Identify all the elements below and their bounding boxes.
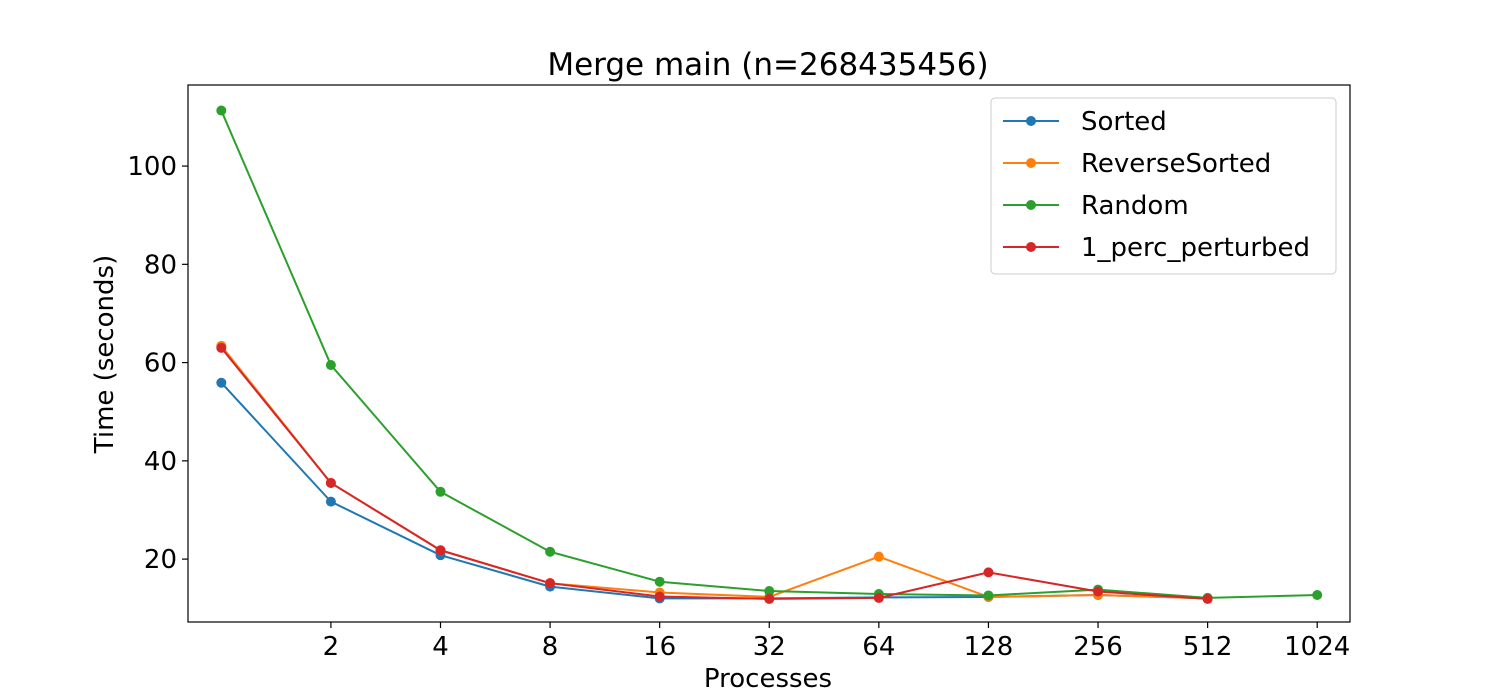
data-point [545,578,556,589]
legend: Sorted ReverseSorted Random 1_perc_perturbe… [990,97,1337,275]
legend-marker [1026,116,1036,126]
y-axis: 20 40 60 80 100 [127,152,188,575]
data-point [1202,593,1213,604]
x-tick-label: 32 [753,632,786,662]
legend-marker [1026,158,1036,168]
data-point [325,496,336,507]
data-point [216,342,227,353]
data-point [983,567,994,578]
data-point [216,105,227,116]
legend-marker [1026,200,1036,210]
legend-items: Sorted ReverseSorted Random 1_perc_perturbe… [1003,107,1310,263]
legend-label: ReverseSorted [1081,149,1271,179]
plot-area [187,84,1351,623]
legend-marker [1026,242,1036,252]
x-axis-label: Processes [704,664,832,694]
data-point [873,592,884,603]
data-point [435,486,446,497]
legend-item: 1_perc_perturbed [1003,233,1310,263]
data-point [435,545,446,556]
data-point [764,586,775,597]
legend-item: Sorted [1003,107,1167,137]
x-tick-label: 512 [1183,632,1233,662]
y-axis-label: Time (seconds) [90,255,120,454]
x-tick-label: 4 [432,632,449,662]
data-point [216,377,227,388]
series-1-perc-perturbed [216,342,1213,604]
x-tick-label: 8 [542,632,559,662]
legend-label: Sorted [1081,107,1167,137]
data-point [325,360,336,371]
x-tick-label: 1024 [1284,632,1350,662]
series-layer [216,105,1323,604]
x-tick-label: 16 [643,632,676,662]
y-tick-label: 20 [144,545,177,575]
y-tick-label: 100 [127,152,177,182]
data-point [1093,586,1104,597]
x-axis: 2 4 8 16 32 64 128 256 512 1024 [323,622,1350,662]
data-point [325,477,336,488]
data-point [983,590,994,601]
x-tick-label: 2 [323,632,340,662]
data-point [1312,589,1323,600]
data-point [654,576,665,587]
legend-frame [990,97,1337,275]
data-point [545,546,556,557]
series-line [220,347,1208,600]
x-tick-label: 256 [1073,632,1123,662]
legend-label: 1_perc_perturbed [1081,233,1310,263]
legend-item: ReverseSorted [1003,149,1271,179]
legend-label: Random [1081,191,1189,221]
x-tick-label: 128 [964,632,1014,662]
legend-item: Random [1003,191,1189,221]
y-tick-label: 40 [144,447,177,477]
x-tick-label: 64 [862,632,895,662]
y-tick-label: 80 [144,250,177,280]
data-point [873,551,884,562]
data-point [764,593,775,604]
chart-title: Merge main (n=268435456) [547,47,988,83]
y-tick-label: 60 [144,349,177,379]
data-point [654,591,665,602]
